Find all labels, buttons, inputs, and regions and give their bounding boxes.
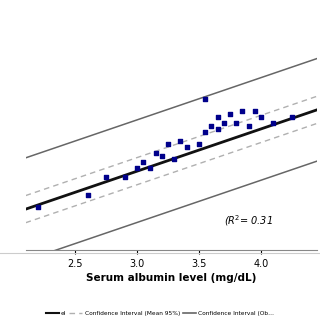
Point: [141, 160, 146, 165]
Point: [159, 154, 164, 159]
Point: [234, 120, 239, 125]
Point: [271, 120, 276, 125]
Point: [209, 123, 214, 128]
Point: [240, 108, 245, 113]
Point: [221, 120, 227, 125]
Point: [196, 141, 202, 147]
Point: [85, 193, 90, 198]
Point: [104, 175, 109, 180]
Point: [259, 114, 264, 119]
Point: [178, 139, 183, 144]
Point: [215, 126, 220, 132]
Point: [252, 108, 257, 113]
Legend: el, Confidence Interval (Mean 95%), Confidence Interval (Ob…: el, Confidence Interval (Mean 95%), Conf…: [45, 310, 275, 317]
Point: [135, 165, 140, 171]
Point: [203, 96, 208, 101]
Point: [203, 129, 208, 134]
Text: (R$^2$= 0.31: (R$^2$= 0.31: [224, 213, 272, 228]
Point: [122, 175, 127, 180]
Point: [215, 114, 220, 119]
Point: [153, 150, 158, 156]
Point: [147, 165, 152, 171]
X-axis label: Serum albumin level (mg/dL): Serum albumin level (mg/dL): [86, 273, 256, 283]
Point: [165, 141, 171, 147]
Point: [172, 156, 177, 162]
Point: [228, 111, 233, 116]
Point: [184, 144, 189, 149]
Point: [246, 123, 251, 128]
Point: [290, 114, 295, 119]
Point: [36, 205, 41, 210]
